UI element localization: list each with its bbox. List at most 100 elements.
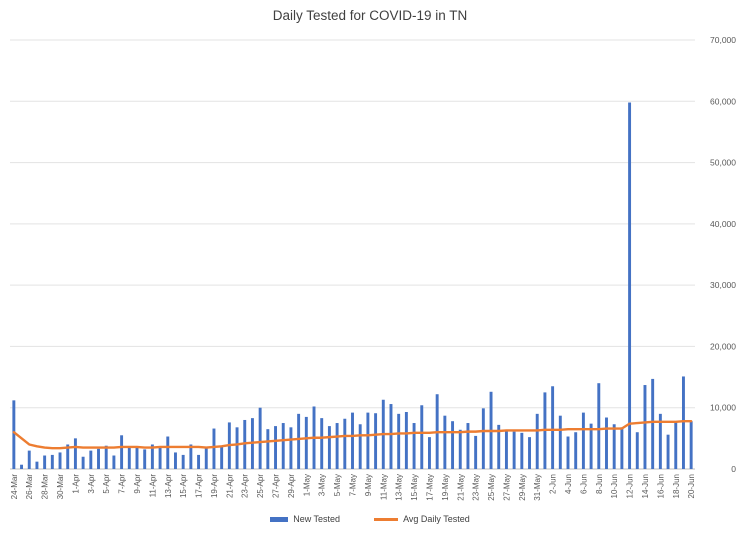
x-tick-label: 5-Apr bbox=[102, 474, 111, 494]
bar bbox=[443, 415, 447, 469]
bar bbox=[497, 424, 501, 469]
x-tick-label: 21-May bbox=[456, 474, 465, 501]
bar bbox=[335, 423, 339, 469]
x-tick-label: 11-May bbox=[379, 474, 388, 500]
x-tick-label: 14-Jun bbox=[641, 474, 650, 498]
x-tick-label: 9-May bbox=[364, 474, 373, 496]
x-tick-label: 3-May bbox=[318, 474, 327, 496]
bar bbox=[528, 437, 531, 469]
bar bbox=[120, 435, 124, 469]
bar bbox=[35, 461, 39, 469]
x-tick-label: 9-Apr bbox=[133, 474, 142, 494]
x-tick-label: 10-Jun bbox=[610, 474, 619, 498]
bar bbox=[243, 419, 247, 469]
x-tick-label: 27-Apr bbox=[272, 474, 281, 498]
bar bbox=[204, 447, 208, 469]
bar bbox=[258, 407, 262, 469]
bar bbox=[612, 424, 616, 469]
x-tick-label: 19-Apr bbox=[210, 474, 219, 498]
x-tick-label: 2-Jun bbox=[549, 474, 558, 494]
bar bbox=[27, 450, 31, 469]
bar bbox=[212, 428, 216, 469]
x-tick-label: 15-Apr bbox=[179, 474, 188, 498]
bar bbox=[504, 430, 508, 469]
bar bbox=[104, 445, 108, 469]
bar bbox=[166, 436, 170, 469]
bar bbox=[404, 412, 408, 469]
legend-item-new-tested: New Tested bbox=[270, 514, 340, 524]
y-tick-label: 10,000 bbox=[710, 403, 736, 413]
bar bbox=[458, 429, 462, 469]
x-tick-label: 24-Mar bbox=[10, 474, 19, 500]
y-tick-label: 30,000 bbox=[710, 280, 736, 290]
x-tick-label: 13-Apr bbox=[164, 474, 173, 498]
bar bbox=[58, 452, 62, 469]
avg-line bbox=[12, 420, 693, 450]
x-tick-label: 25-Apr bbox=[256, 474, 265, 498]
bar bbox=[43, 455, 47, 469]
legend-label-new-tested: New Tested bbox=[293, 514, 341, 524]
bar bbox=[174, 452, 177, 469]
bar bbox=[643, 385, 647, 469]
bar bbox=[658, 413, 662, 469]
bar bbox=[327, 426, 331, 469]
bar bbox=[274, 426, 277, 469]
x-tick-label: 1-Apr bbox=[71, 474, 80, 494]
bar bbox=[181, 454, 185, 469]
x-tick-label: 17-Apr bbox=[195, 474, 204, 498]
x-tick-label: 20-Jun bbox=[687, 474, 696, 498]
x-tick-label: 25-May bbox=[487, 474, 496, 501]
bar bbox=[689, 421, 693, 469]
bar bbox=[351, 412, 354, 469]
bar bbox=[558, 415, 562, 469]
bar bbox=[681, 376, 685, 469]
y-tick-label: 0 bbox=[731, 464, 736, 474]
x-tick-label: 12-Jun bbox=[626, 474, 635, 498]
legend-item-avg-daily-tested: Avg Daily Tested bbox=[374, 514, 470, 524]
bar bbox=[197, 454, 201, 469]
x-tick-label: 21-Apr bbox=[225, 474, 234, 498]
y-tick-label: 60,000 bbox=[710, 96, 736, 106]
bar bbox=[89, 450, 93, 469]
bar bbox=[374, 413, 378, 469]
x-tick-label: 17-May bbox=[425, 474, 434, 501]
x-tick-label: 23-May bbox=[472, 474, 481, 501]
bar bbox=[389, 404, 393, 469]
y-tick-label: 50,000 bbox=[710, 158, 736, 168]
bar bbox=[512, 431, 516, 469]
bar bbox=[428, 437, 431, 469]
bar bbox=[150, 444, 154, 469]
bar bbox=[304, 416, 308, 469]
bar bbox=[474, 435, 478, 469]
bar bbox=[20, 464, 24, 469]
bar bbox=[620, 427, 624, 469]
bar bbox=[12, 400, 16, 469]
bar bbox=[266, 429, 270, 469]
bar bbox=[143, 449, 147, 469]
legend-swatch-bar bbox=[270, 516, 289, 522]
x-tick-label: 26-Mar bbox=[25, 474, 34, 500]
bar bbox=[635, 432, 639, 469]
bar bbox=[466, 423, 470, 469]
bar bbox=[73, 438, 77, 469]
x-tick-label: 29-Apr bbox=[287, 474, 296, 498]
x-tick-label: 19-May bbox=[441, 474, 450, 501]
bar bbox=[289, 427, 293, 469]
x-tick-label: 11-Apr bbox=[148, 474, 157, 498]
x-tick-label: 15-May bbox=[410, 474, 419, 501]
chart-title: Daily Tested for COVID-19 in TN bbox=[272, 8, 468, 23]
x-tick-label: 6-Jun bbox=[579, 474, 588, 494]
bar bbox=[97, 448, 100, 469]
x-tick-label: 5-May bbox=[333, 474, 342, 496]
bar bbox=[235, 427, 239, 469]
bar bbox=[412, 423, 416, 469]
y-tick-label: 70,000 bbox=[710, 35, 736, 45]
x-tick-label: 1-May bbox=[302, 474, 311, 496]
bar bbox=[551, 386, 555, 469]
bar bbox=[535, 413, 539, 469]
bar bbox=[158, 447, 162, 469]
x-tick-label: 16-Jun bbox=[656, 474, 665, 498]
x-tick-label: 23-Apr bbox=[241, 474, 250, 498]
